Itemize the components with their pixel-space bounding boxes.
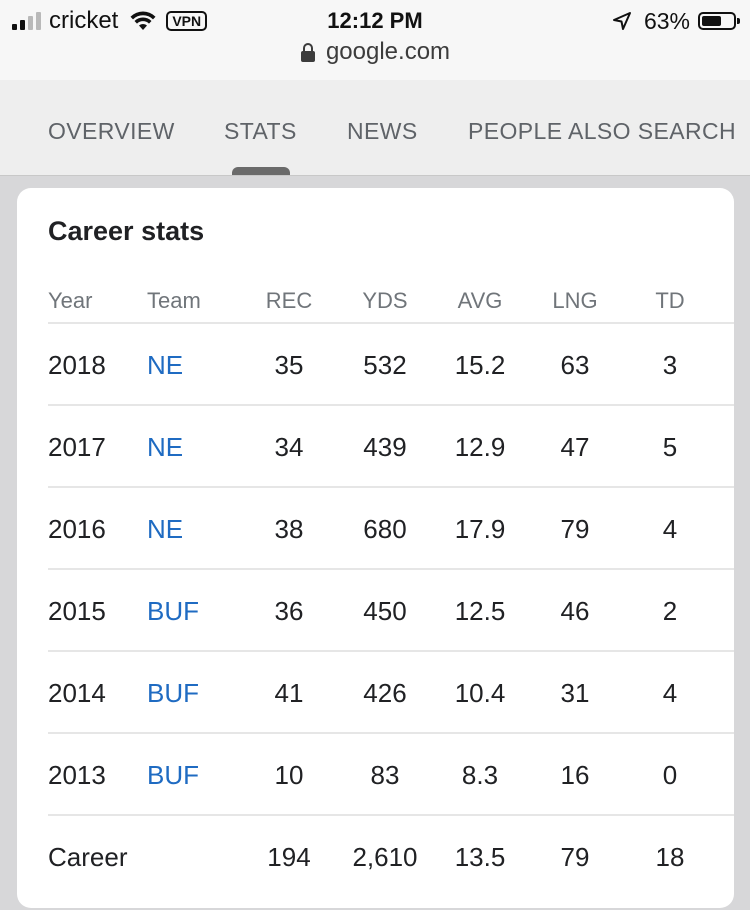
wifi-icon bbox=[130, 11, 156, 30]
team-link[interactable]: BUF bbox=[147, 677, 199, 708]
column-header-rec: REC bbox=[265, 288, 313, 313]
row-yds: 439 bbox=[363, 431, 407, 462]
table-row: 2017 NE 34 439 12.9 47 5 bbox=[48, 404, 734, 488]
row-lng: 47 bbox=[560, 431, 590, 462]
row-rec: 35 bbox=[274, 349, 304, 380]
location-arrow-icon bbox=[612, 12, 631, 30]
row-yds: 83 bbox=[370, 759, 400, 790]
row-avg: 12.5 bbox=[454, 595, 506, 626]
column-header-avg: AVG bbox=[457, 288, 503, 313]
battery-icon bbox=[698, 12, 740, 30]
row-rec: 41 bbox=[274, 677, 304, 708]
row-avg: 10.4 bbox=[454, 677, 506, 708]
row-avg: 15.2 bbox=[454, 349, 506, 380]
card-title: Career stats bbox=[48, 216, 205, 246]
row-lng: 31 bbox=[560, 677, 590, 708]
column-header-td: TD bbox=[655, 288, 685, 313]
career-lng: 79 bbox=[560, 841, 590, 872]
row-yds: 532 bbox=[363, 349, 407, 380]
url-bar[interactable]: google.com bbox=[0, 38, 750, 66]
team-link[interactable]: NE bbox=[147, 431, 184, 462]
row-yds: 426 bbox=[363, 677, 407, 708]
status-bar-left: cricket VPN bbox=[12, 6, 208, 36]
row-yds: 680 bbox=[363, 513, 407, 544]
active-tab-indicator bbox=[232, 167, 290, 175]
table-row: 2015 BUF 36 450 12.5 46 2 bbox=[48, 568, 734, 652]
row-rec: 10 bbox=[274, 759, 304, 790]
career-td: 18 bbox=[655, 841, 685, 872]
row-lng: 79 bbox=[560, 513, 590, 544]
row-td: 4 bbox=[662, 513, 678, 544]
column-header-yds: YDS bbox=[362, 288, 408, 313]
row-avg: 8.3 bbox=[461, 759, 499, 790]
row-td: 2 bbox=[662, 595, 678, 626]
battery-percent: 63% bbox=[643, 7, 690, 34]
row-year: 2017 bbox=[48, 431, 106, 462]
career-totals-row: Career 194 2,610 13.5 79 18 bbox=[48, 814, 734, 898]
row-year: 2018 bbox=[48, 349, 106, 380]
signal-icon bbox=[12, 12, 41, 30]
career-rec: 194 bbox=[267, 841, 311, 872]
status-bar-right: 63% bbox=[612, 6, 740, 36]
row-lng: 63 bbox=[560, 349, 590, 380]
team-link[interactable]: BUF bbox=[147, 595, 199, 626]
column-header-team: Team bbox=[147, 288, 201, 313]
tab-stats[interactable]: STATS bbox=[224, 118, 297, 144]
row-td: 5 bbox=[662, 431, 678, 462]
tab-overview[interactable]: OVERVIEW bbox=[48, 118, 175, 144]
tab-people-also-search[interactable]: PEOPLE ALSO SEARCH bbox=[468, 118, 736, 144]
status-time: 12:12 PM bbox=[327, 8, 423, 33]
row-lng: 16 bbox=[560, 759, 590, 790]
row-avg: 12.9 bbox=[454, 431, 506, 462]
row-year: 2016 bbox=[48, 513, 106, 544]
row-td: 4 bbox=[662, 677, 678, 708]
table-row: 2014 BUF 41 426 10.4 31 4 bbox=[48, 650, 734, 734]
lock-icon bbox=[300, 43, 315, 62]
table-header: Year Team REC YDS AVG LNG TD bbox=[48, 278, 734, 324]
team-link[interactable]: BUF bbox=[147, 759, 199, 790]
career-avg: 13.5 bbox=[454, 841, 506, 872]
carrier-name: cricket bbox=[49, 7, 119, 34]
battery-fill bbox=[702, 16, 721, 26]
row-year: 2013 bbox=[48, 759, 106, 790]
row-rec: 34 bbox=[274, 431, 304, 462]
row-avg: 17.9 bbox=[454, 513, 506, 544]
row-rec: 38 bbox=[274, 513, 304, 544]
team-link[interactable]: NE bbox=[147, 513, 184, 544]
career-label: Career bbox=[48, 841, 128, 872]
row-year: 2015 bbox=[48, 595, 106, 626]
table-row: 2013 BUF 10 83 8.3 16 0 bbox=[48, 732, 734, 816]
column-header-year: Year bbox=[48, 288, 93, 313]
career-stats-card: Career stats Year Team REC YDS AVG LNG T… bbox=[17, 188, 734, 908]
result-tabs: OVERVIEW STATS NEWS PEOPLE ALSO SEARCH bbox=[0, 80, 750, 176]
tab-news[interactable]: NEWS bbox=[347, 118, 418, 144]
row-rec: 36 bbox=[274, 595, 304, 626]
row-td: 0 bbox=[662, 759, 678, 790]
url-text: google.com bbox=[325, 38, 451, 65]
vpn-badge: VPN bbox=[166, 11, 208, 31]
row-lng: 46 bbox=[560, 595, 590, 626]
table-row: 2016 NE 38 680 17.9 79 4 bbox=[48, 486, 734, 570]
row-yds: 450 bbox=[363, 595, 407, 626]
row-td: 3 bbox=[662, 349, 678, 380]
row-year: 2014 bbox=[48, 677, 106, 708]
table-row: 2018 NE 35 532 15.2 63 3 bbox=[48, 322, 734, 406]
career-yds: 2,610 bbox=[352, 841, 418, 872]
column-header-lng: LNG bbox=[552, 288, 598, 313]
team-link[interactable]: NE bbox=[147, 349, 184, 380]
status-bar: cricket VPN 12:12 PM 63% google.com bbox=[0, 0, 750, 80]
